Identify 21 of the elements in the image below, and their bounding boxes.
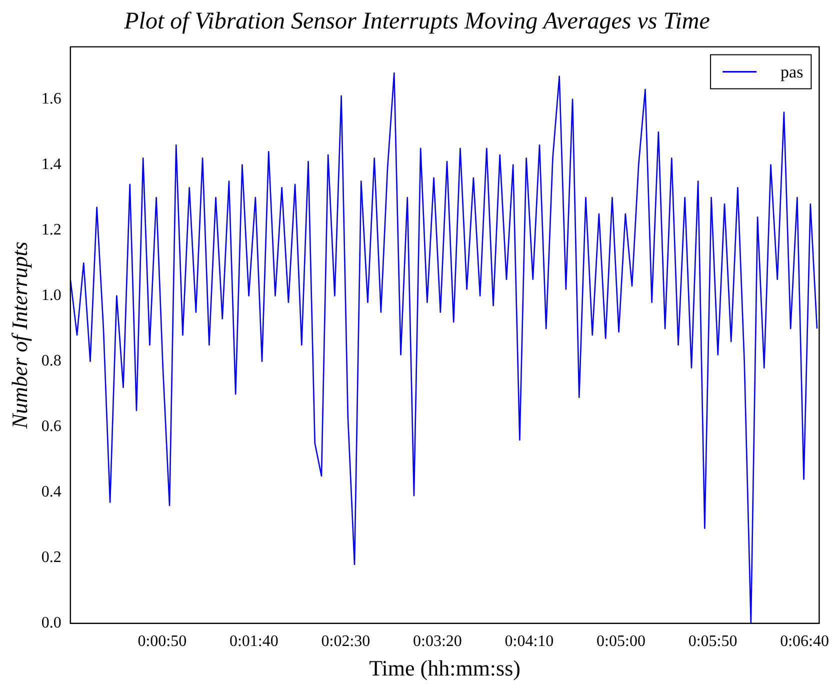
y-tick-label: 1.4 [41,156,62,173]
x-tick-label: 0:01:40 [229,633,278,650]
x-axis-title: Time (hh:mm:ss) [369,656,520,681]
x-tick-label: 0:06:40 [780,633,829,650]
y-tick-label: 0.2 [41,549,62,566]
legend-label: pas [780,62,804,82]
x-tick-label: 0:05:50 [688,633,738,650]
x-tick-label: 0:03:20 [413,633,462,650]
x-tick-label: 0:04:10 [504,633,554,650]
y-tick-label: 0.8 [41,352,62,370]
y-tick-label: 1.6 [41,90,62,108]
y-tick-label: 0.6 [41,418,62,436]
chart-title: Plot of Vibration Sensor Interrupts Moving Averages vs Time [123,8,710,35]
x-tick-label: 0:00:50 [138,633,187,650]
y-tick-label: 0.0 [41,614,62,632]
y-tick-label: 1.2 [41,221,62,238]
x-tick-label: 0:02:30 [321,633,370,650]
y-tick-label: 1.0 [41,286,62,304]
y-axis-title: Number of Interrupts [6,242,32,430]
y-tick-label: 0.4 [41,484,62,501]
x-tick-label: 0:05:00 [596,633,646,650]
